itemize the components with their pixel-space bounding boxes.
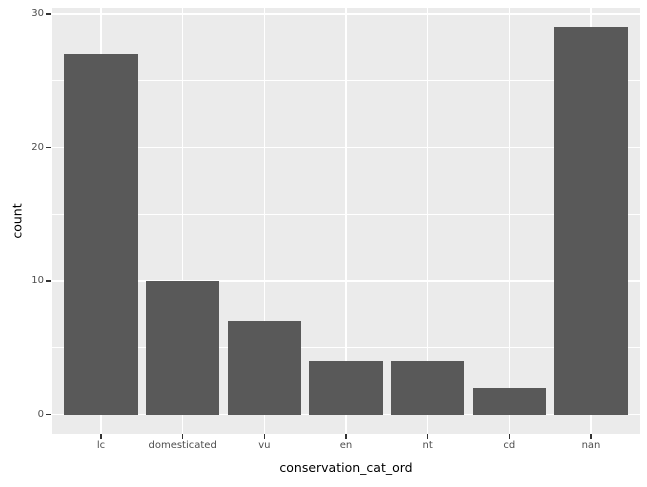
y-tick-label-20: 20 [31, 141, 44, 153]
y-tick-mark-20 [46, 146, 51, 149]
bar-nt [390, 361, 465, 415]
x-tick-mark-en [345, 434, 347, 439]
gridline-major-x-nt [426, 8, 429, 434]
y-axis-title: count [9, 203, 25, 239]
y-tick-label-0: 0 [37, 408, 44, 420]
x-tick-label-cd: cd [503, 440, 516, 451]
x-tick-label-domesticated: domesticated [148, 440, 217, 451]
x-axis-title: conservation_cat_ord [279, 460, 413, 475]
x-tick-label-vu: vu [258, 440, 271, 451]
x-tick-label-en: en [339, 440, 353, 451]
y-tick-mark-0 [46, 414, 51, 416]
x-tick-label-lc: lc [96, 440, 106, 451]
gridline-major-x-cd [508, 8, 511, 434]
x-tick-mark-cd [508, 434, 510, 439]
x-tick-label-nan: nan [581, 440, 601, 451]
x-tick-mark-nt [427, 434, 429, 439]
gridline-major-x-en [345, 8, 347, 434]
x-tick-mark-vu [263, 434, 265, 439]
gridline-major-x-domesticated [181, 8, 184, 434]
y-tick-label-30: 30 [31, 8, 44, 19]
bar-domesticated [145, 281, 220, 415]
bar-cd [472, 387, 547, 415]
x-tick-mark-domesticated [182, 434, 184, 439]
plot-panel [52, 8, 640, 434]
x-tick-label-nt: nt [422, 440, 433, 451]
bar-en [309, 361, 383, 415]
bar-vu [227, 321, 302, 415]
bar-lc [64, 54, 138, 415]
y-tick-label-10: 10 [31, 275, 44, 287]
x-tick-mark-lc [100, 434, 102, 439]
y-tick-mark-10 [46, 280, 51, 282]
gridline-major-x-vu [263, 8, 266, 434]
x-tick-mark-nan [590, 434, 592, 439]
y-tick-mark-30 [46, 13, 51, 15]
bar-nan [554, 27, 628, 415]
